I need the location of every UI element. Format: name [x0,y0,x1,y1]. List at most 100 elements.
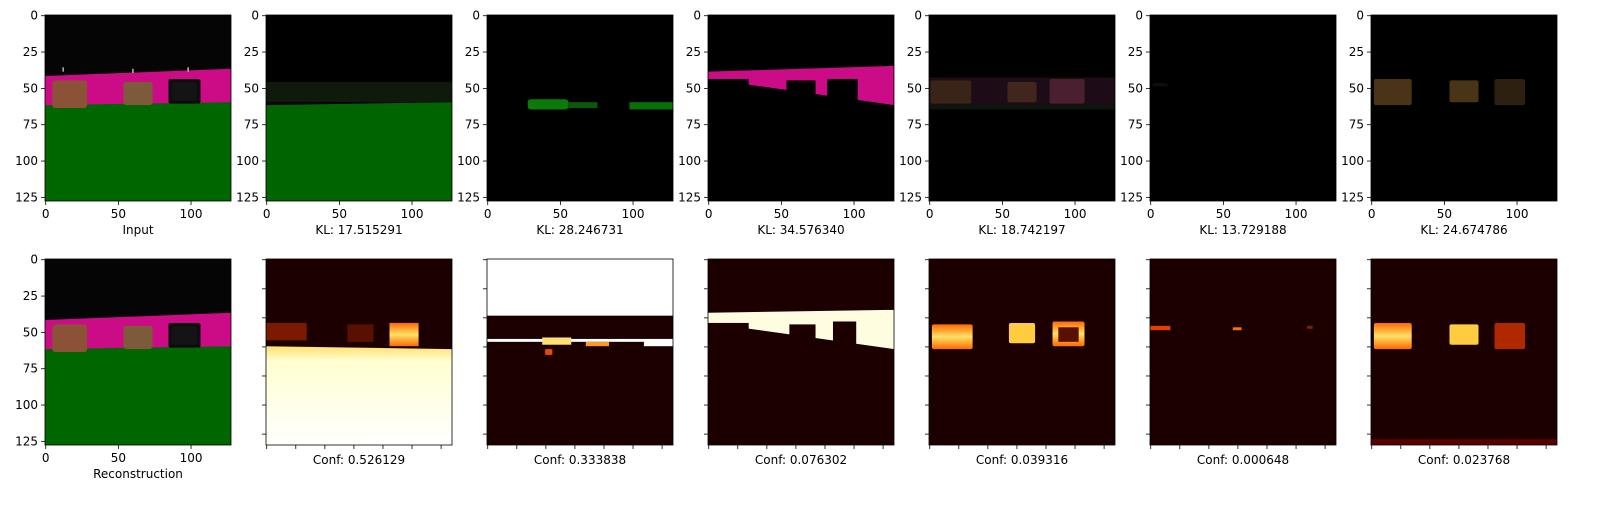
heat-blob [585,341,610,347]
y-tick-label: 100 [457,154,480,168]
subplot-reconstruction: 0 50 100 0 25 50 75 100 125 Reconstruction [15,253,232,481]
y-tick-label: 25 [1349,45,1364,59]
x-tick-label: 0 [1147,207,1155,221]
y-tick-label: 25 [1128,45,1143,59]
dark-band [266,81,452,103]
y-tick-label: 25 [686,45,701,59]
axes-frame [44,258,232,446]
y-tick-label: 75 [1349,118,1364,132]
heat-blob [266,322,307,341]
image-area [1150,15,1336,201]
object-middle [123,325,153,350]
y-tick-label: 0 [472,9,480,23]
y-tick-label: 0 [30,253,38,267]
axes-frame [1149,14,1337,202]
y-tick-label: 50 [1128,81,1143,95]
axes-frame [486,14,674,202]
speck [1152,83,1168,87]
y-tick-label: 100 [15,398,38,412]
x-tick-label: 100 [843,207,866,221]
x-tick-label: 50 [1216,207,1231,221]
x-tick-label: 100 [1285,207,1308,221]
x-tick-label: 100 [1064,207,1087,221]
subplot-mask-3: Conf: 0.076302 [704,258,895,467]
y-tick-label: 75 [907,118,922,132]
axes-frame [707,14,895,202]
image-area [1371,15,1557,201]
y-tick-label: 25 [23,289,38,303]
heat-speck [1150,325,1171,331]
heat-background [1371,259,1557,445]
subplot-mask-4: Conf: 0.039316 [925,258,1116,467]
y-tick-label: 0 [1135,9,1143,23]
subplot-component-1: 0 50 100 0 25 50 75 100 125 KL: 17.515291 [236,9,453,237]
y-tick-label: 50 [907,81,922,95]
panel-label: KL: 34.576340 [757,223,844,237]
y-tick-label: 0 [30,9,38,23]
image-background [1150,15,1336,201]
y-tick-label: 100 [678,154,701,168]
image-area [266,15,452,201]
x-tick-label: 0 [1368,207,1376,221]
panel-label: KL: 24.674786 [1420,223,1507,237]
image-area [708,15,894,201]
x-tick-label: 50 [1437,207,1452,221]
faint-object [1373,78,1412,106]
y-tick-label: 125 [15,190,38,204]
x-tick-label: 100 [401,207,424,221]
cutout [708,78,749,108]
x-tick-label: 0 [263,207,271,221]
subplot-component-5: 0 50 100 0 25 50 75 100 125 KL: 13.729188 [1120,9,1337,237]
y-tick-label: 100 [899,154,922,168]
cutout [786,80,816,110]
axes-frame [265,14,453,202]
y-tick-label: 125 [236,190,259,204]
panel-label: KL: 28.246731 [536,223,623,237]
x-tick-label: 50 [995,207,1010,221]
speck [132,68,134,74]
x-tick-label: 50 [111,207,126,221]
cutout [827,78,858,108]
faint-object [930,80,972,104]
subplot-mask-6: Conf: 0.023768 [1367,258,1558,467]
speck [62,67,64,72]
heat-sky [487,259,673,316]
y-tick-label: 50 [465,81,480,95]
y-tick-label: 0 [1356,9,1364,23]
y-tick-label: 0 [251,9,259,23]
x-tick-label: 50 [332,207,347,221]
x-tick-label: 0 [42,207,50,221]
panel-label: Conf: 0.039316 [976,453,1068,467]
image-area [45,259,231,445]
panel-label: Conf: 0.076302 [755,453,847,467]
green-strip [629,102,673,110]
floor-region [45,102,231,201]
y-tick-label: 75 [686,118,701,132]
heat-object [1494,322,1526,350]
heat-inner [1058,327,1079,342]
faint-floor-edge [929,105,1115,110]
faint-object [1449,80,1479,103]
y-tick-label: 125 [457,190,480,204]
heat-blob [643,340,673,347]
x-tick-label: 50 [774,207,789,221]
image-area [929,259,1115,445]
x-tick-label: 50 [553,207,568,221]
image-area [266,259,452,445]
image-area [487,15,673,201]
axes-frame [1149,258,1337,446]
y-tick-label: 25 [465,45,480,59]
image-area [708,259,894,445]
y-tick-label: 100 [15,154,38,168]
y-tick-label: 0 [914,9,922,23]
axes-frame [44,14,232,202]
heat-object [931,324,973,350]
y-tick-label: 125 [899,190,922,204]
heat-speck [1306,325,1313,329]
image-area [487,259,673,445]
x-tick-label: 0 [42,451,50,465]
panel-label: Conf: 0.526129 [313,453,405,467]
y-tick-label: 75 [465,118,480,132]
heat-floor [266,346,452,445]
